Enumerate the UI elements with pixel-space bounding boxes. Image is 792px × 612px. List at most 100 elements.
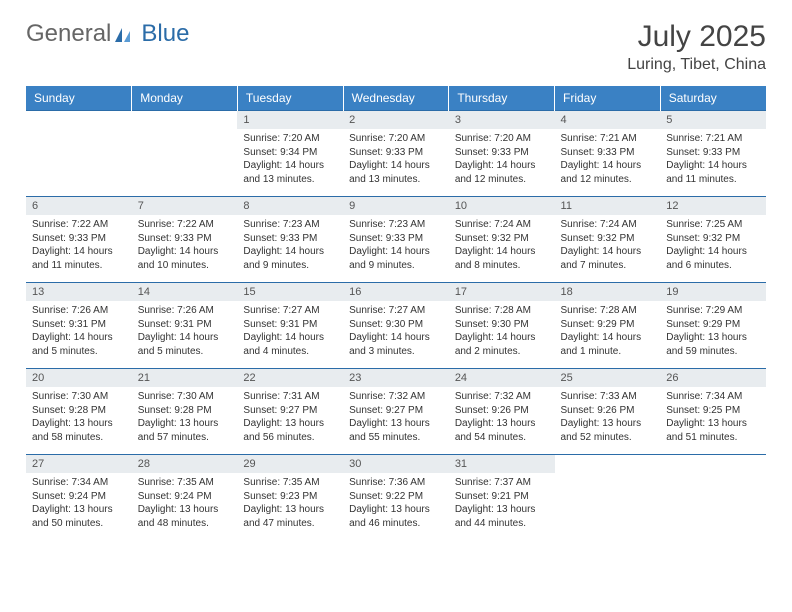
- day-detail-line: Sunset: 9:22 PM: [349, 490, 443, 504]
- day-detail-line: Daylight: 13 hours: [349, 417, 443, 431]
- day-detail-line: and 3 minutes.: [349, 345, 443, 359]
- calendar-cell: 3Sunrise: 7:20 AMSunset: 9:33 PMDaylight…: [449, 111, 555, 197]
- day-detail-line: and 51 minutes.: [666, 431, 760, 445]
- sails-icon: [113, 24, 139, 44]
- day-number: 31: [449, 455, 555, 473]
- calendar-cell-empty: [132, 111, 238, 197]
- day-number: 1: [237, 111, 343, 129]
- day-number: 30: [343, 455, 449, 473]
- day-details: Sunrise: 7:28 AMSunset: 9:30 PMDaylight:…: [449, 301, 555, 361]
- month-title: July 2025: [627, 20, 766, 54]
- day-detail-line: Sunrise: 7:30 AM: [138, 390, 232, 404]
- day-detail-line: Sunset: 9:30 PM: [455, 318, 549, 332]
- day-number: 26: [660, 369, 766, 387]
- calendar-row: 1 Sunrise: 7:20 AM Sunset: 9:34 PM Daylight…: [26, 111, 766, 197]
- day-detail-line: Sunset: 9:24 PM: [32, 490, 126, 504]
- calendar-row: 27Sunrise: 7:34 AMSunset: 9:24 PMDayligh…: [26, 455, 766, 541]
- day-detail-line: Sunset: 9:33 PM: [349, 146, 443, 160]
- day-number: 7: [132, 197, 238, 215]
- day-detail-line: Sunrise: 7:21 AM: [666, 132, 760, 146]
- day-detail-line: Sunset: 9:34 PM: [243, 146, 337, 160]
- day-details: Sunrise: 7:30 AMSunset: 9:28 PMDaylight:…: [132, 387, 238, 447]
- day-number: 29: [237, 455, 343, 473]
- day-detail-line: Sunrise: 7:34 AM: [32, 476, 126, 490]
- day-detail-line: Sunset: 9:26 PM: [561, 404, 655, 418]
- day-detail-line: Sunset: 9:27 PM: [243, 404, 337, 418]
- day-detail-line: Sunrise: 7:23 AM: [349, 218, 443, 232]
- day-detail-line: Sunrise: 7:23 AM: [243, 218, 337, 232]
- day-details: Sunrise: 7:35 AMSunset: 9:24 PMDaylight:…: [132, 473, 238, 533]
- day-number: 13: [26, 283, 132, 301]
- day-detail-line: Daylight: 13 hours: [561, 417, 655, 431]
- day-detail-line: and 57 minutes.: [138, 431, 232, 445]
- day-details: Sunrise: 7:20 AMSunset: 9:33 PMDaylight:…: [343, 129, 449, 189]
- day-detail-line: Sunrise: 7:31 AM: [243, 390, 337, 404]
- day-details: Sunrise: 7:26 AMSunset: 9:31 PMDaylight:…: [132, 301, 238, 361]
- day-number: 2: [343, 111, 449, 129]
- day-number: 28: [132, 455, 238, 473]
- day-detail-line: and 13 minutes.: [243, 173, 337, 187]
- day-details: Sunrise: 7:30 AMSunset: 9:28 PMDaylight:…: [26, 387, 132, 447]
- calendar-cell: 21Sunrise: 7:30 AMSunset: 9:28 PMDayligh…: [132, 369, 238, 455]
- day-detail-line: and 52 minutes.: [561, 431, 655, 445]
- day-number: 5: [660, 111, 766, 129]
- day-detail-line: Sunset: 9:33 PM: [243, 232, 337, 246]
- day-detail-line: and 12 minutes.: [561, 173, 655, 187]
- day-number: 9: [343, 197, 449, 215]
- calendar-cell: 8Sunrise: 7:23 AMSunset: 9:33 PMDaylight…: [237, 197, 343, 283]
- day-detail-line: Sunrise: 7:29 AM: [666, 304, 760, 318]
- day-details: Sunrise: 7:31 AMSunset: 9:27 PMDaylight:…: [237, 387, 343, 447]
- day-number: 19: [660, 283, 766, 301]
- day-detail-line: and 54 minutes.: [455, 431, 549, 445]
- day-detail-line: Sunrise: 7:24 AM: [561, 218, 655, 232]
- day-detail-line: Sunrise: 7:26 AM: [138, 304, 232, 318]
- calendar-cell: 2Sunrise: 7:20 AMSunset: 9:33 PMDaylight…: [343, 111, 449, 197]
- day-detail-line: Sunrise: 7:36 AM: [349, 476, 443, 490]
- day-detail-line: Daylight: 14 hours: [455, 245, 549, 259]
- day-detail-line: Sunset: 9:31 PM: [138, 318, 232, 332]
- day-detail-line: Sunset: 9:29 PM: [561, 318, 655, 332]
- day-detail-line: Sunrise: 7:32 AM: [455, 390, 549, 404]
- day-detail-line: Daylight: 14 hours: [32, 331, 126, 345]
- weekday-header: Thursday: [449, 86, 555, 111]
- day-number: 24: [449, 369, 555, 387]
- day-detail-line: Daylight: 14 hours: [561, 245, 655, 259]
- day-detail-line: Sunrise: 7:35 AM: [243, 476, 337, 490]
- day-detail-line: Sunset: 9:32 PM: [455, 232, 549, 246]
- day-detail-line: Sunrise: 7:20 AM: [349, 132, 443, 146]
- day-detail-line: Sunrise: 7:27 AM: [243, 304, 337, 318]
- day-detail-line: Daylight: 14 hours: [455, 331, 549, 345]
- day-details: Sunrise: 7:25 AMSunset: 9:32 PMDaylight:…: [660, 215, 766, 275]
- day-number: 14: [132, 283, 238, 301]
- calendar-header: SundayMondayTuesdayWednesdayThursdayFrid…: [26, 86, 766, 111]
- day-detail-line: Daylight: 14 hours: [666, 159, 760, 173]
- weekday-header: Tuesday: [237, 86, 343, 111]
- day-detail-line: Sunrise: 7:24 AM: [455, 218, 549, 232]
- calendar-cell: 29Sunrise: 7:35 AMSunset: 9:23 PMDayligh…: [237, 455, 343, 541]
- day-detail-line: Daylight: 14 hours: [243, 245, 337, 259]
- day-detail-line: and 1 minute.: [561, 345, 655, 359]
- day-number: 18: [555, 283, 661, 301]
- brand-part2: Blue: [141, 20, 189, 48]
- weekday-header: Saturday: [660, 86, 766, 111]
- day-number: 3: [449, 111, 555, 129]
- day-number: 23: [343, 369, 449, 387]
- day-number: 12: [660, 197, 766, 215]
- weekday-header: Wednesday: [343, 86, 449, 111]
- day-detail-line: Daylight: 14 hours: [138, 331, 232, 345]
- day-number: 25: [555, 369, 661, 387]
- day-detail-line: and 9 minutes.: [243, 259, 337, 273]
- day-detail-line: Sunrise: 7:28 AM: [455, 304, 549, 318]
- calendar-cell-empty: [555, 455, 661, 541]
- calendar-cell: 5Sunrise: 7:21 AMSunset: 9:33 PMDaylight…: [660, 111, 766, 197]
- calendar-cell: 17Sunrise: 7:28 AMSunset: 9:30 PMDayligh…: [449, 283, 555, 369]
- day-number: 22: [237, 369, 343, 387]
- calendar-cell: 22Sunrise: 7:31 AMSunset: 9:27 PMDayligh…: [237, 369, 343, 455]
- calendar-cell: 14Sunrise: 7:26 AMSunset: 9:31 PMDayligh…: [132, 283, 238, 369]
- day-number: 16: [343, 283, 449, 301]
- day-detail-line: Sunset: 9:24 PM: [138, 490, 232, 504]
- day-detail-line: Sunrise: 7:26 AM: [32, 304, 126, 318]
- calendar-row: 20Sunrise: 7:30 AMSunset: 9:28 PMDayligh…: [26, 369, 766, 455]
- day-details: Sunrise: 7:37 AMSunset: 9:21 PMDaylight:…: [449, 473, 555, 533]
- day-detail-line: and 13 minutes.: [349, 173, 443, 187]
